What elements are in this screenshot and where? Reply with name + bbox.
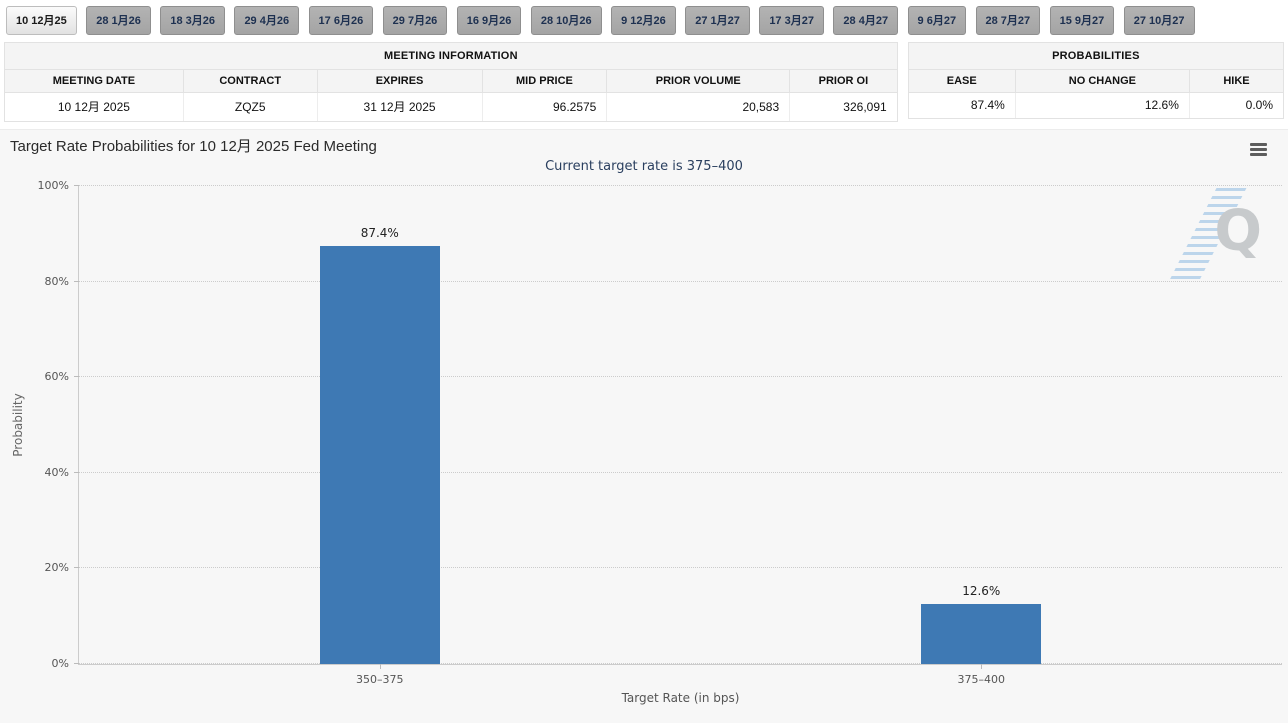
y-tick-20: 20% [44, 561, 69, 575]
y-tick-0: 0% [51, 657, 69, 670]
no-change-value: 12.6% [1015, 92, 1190, 118]
y-tickmark [74, 567, 79, 569]
gridline-20 [79, 567, 1282, 569]
gridline-40 [79, 471, 1282, 473]
col-prior-volume: PRIOR VOLUME [606, 70, 791, 93]
tab-meeting-3[interactable]: 29 4月26 [234, 6, 300, 35]
chart-subtitle: Current target rate is 375–400 [545, 159, 743, 174]
probabilities-title: PROBABILITIES [908, 43, 1283, 70]
y-axis-title: Probability [11, 393, 25, 457]
tab-meeting-7[interactable]: 28 10月26 [530, 6, 602, 35]
y-tickmark [74, 185, 79, 186]
probabilities-table: PROBABILITIES EASE NO CHANGE HIKE 87.4% … [907, 42, 1284, 119]
tab-meeting-8[interactable]: 9 12月26 [611, 6, 676, 35]
meeting-info-table: MEETING INFORMATION MEETING DATE CONTRAC… [4, 42, 898, 122]
bar-value-label: 12.6% [962, 583, 1001, 598]
hamburger-menu-icon[interactable] [1250, 143, 1267, 158]
col-no-change: NO CHANGE [1015, 70, 1190, 93]
table-header-row: EASE NO CHANGE HIKE [908, 70, 1283, 93]
gridline-0 [79, 663, 1282, 664]
x-tick-350-375: 350–375 [356, 673, 404, 686]
y-tickmark [74, 471, 79, 473]
y-tickmark [74, 280, 79, 282]
tab-meeting-1[interactable]: 28 1月26 [86, 6, 151, 35]
y-tick-100: 100% [37, 179, 69, 192]
col-hike: HIKE [1189, 70, 1283, 93]
watermark-q-letter: Q [1214, 199, 1262, 264]
x-tickmark [379, 664, 381, 669]
gridline-100 [79, 185, 1282, 186]
col-prior-oi: PRIOR OI [789, 70, 897, 93]
col-ease: EASE [908, 70, 1016, 93]
tab-meeting-13[interactable]: 28 7月27 [975, 6, 1041, 35]
tab-meeting-4[interactable]: 17 6月26 [308, 6, 374, 35]
gridline-60 [79, 376, 1282, 378]
tab-meeting-11[interactable]: 28 4月27 [833, 6, 899, 35]
quikstrike-watermark-logo: Q [1167, 188, 1262, 284]
y-tick-80: 80% [44, 274, 69, 288]
table-header-row: MEETING DATE CONTRACT EXPIRES MID PRICE … [5, 70, 897, 93]
y-tick-60: 60% [44, 370, 69, 384]
prior-oi-value: 326,091 [789, 92, 897, 121]
y-tick-40: 40% [44, 465, 69, 479]
tab-meeting-15[interactable]: 27 10月27 [1123, 6, 1195, 35]
plot-area: 0% 20% 40% 60% 80% 100% 87.4% 350–375 12… [38, 180, 1283, 705]
chart-title: Target Rate Probabilities for 10 12月 202… [10, 138, 377, 155]
col-meeting-date: MEETING DATE [5, 70, 184, 93]
bar-375-400[interactable]: 12.6% [921, 584, 1042, 664]
bar-350-375[interactable]: 87.4% [319, 226, 440, 664]
tab-meeting-6[interactable]: 16 9月26 [456, 6, 522, 35]
summary-tables: MEETING INFORMATION MEETING DATE CONTRAC… [0, 42, 1288, 122]
meeting-date-value: 10 12月 2025 [5, 92, 184, 121]
target-rate-probability-chart: Target Rate Probabilities for 10 12月 202… [0, 129, 1288, 723]
tab-meeting-5[interactable]: 29 7月26 [382, 6, 448, 35]
tab-meeting-9[interactable]: 27 1月27 [685, 6, 750, 35]
x-axis-title: Target Rate (in bps) [621, 691, 740, 705]
bar-slot-350-375: 87.4% 350–375 [79, 186, 681, 686]
hike-value: 0.0% [1189, 92, 1283, 118]
col-expires: EXPIRES [317, 70, 483, 93]
contract-value: ZQZ5 [183, 92, 318, 121]
mid-price-value: 96.2575 [482, 92, 608, 121]
x-tickmark [981, 664, 983, 669]
y-tickmark [74, 376, 79, 378]
expires-value: 31 12月 2025 [317, 92, 483, 121]
bar-slot-375-400: 12.6% 375–400 [681, 186, 1283, 686]
col-contract: CONTRACT [183, 70, 318, 93]
table-row: 10 12月 2025 ZQZ5 31 12月 2025 96.2575 20,… [5, 92, 897, 121]
meeting-date-tabs: 10 12月25 28 1月26 18 3月26 29 4月26 17 6月26… [0, 0, 1288, 42]
tab-meeting-10[interactable]: 17 3月27 [759, 6, 824, 35]
tab-meeting-2[interactable]: 18 3月26 [160, 6, 225, 35]
bar-value-label: 87.4% [360, 226, 399, 241]
y-tickmark [74, 663, 79, 664]
tab-meeting-14[interactable]: 15 9月27 [1049, 6, 1115, 35]
ease-value: 87.4% [908, 92, 1016, 118]
tab-meeting-0[interactable]: 10 12月25 [6, 6, 77, 35]
gridline-80 [79, 280, 1282, 282]
x-tick-375-400: 375–400 [957, 673, 1006, 686]
meeting-info-title: MEETING INFORMATION [5, 43, 897, 70]
tab-meeting-12[interactable]: 9 6月27 [907, 6, 967, 35]
prior-volume-value: 20,583 [606, 92, 791, 121]
col-mid-price: MID PRICE [482, 70, 608, 93]
table-row: 87.4% 12.6% 0.0% [908, 92, 1283, 118]
